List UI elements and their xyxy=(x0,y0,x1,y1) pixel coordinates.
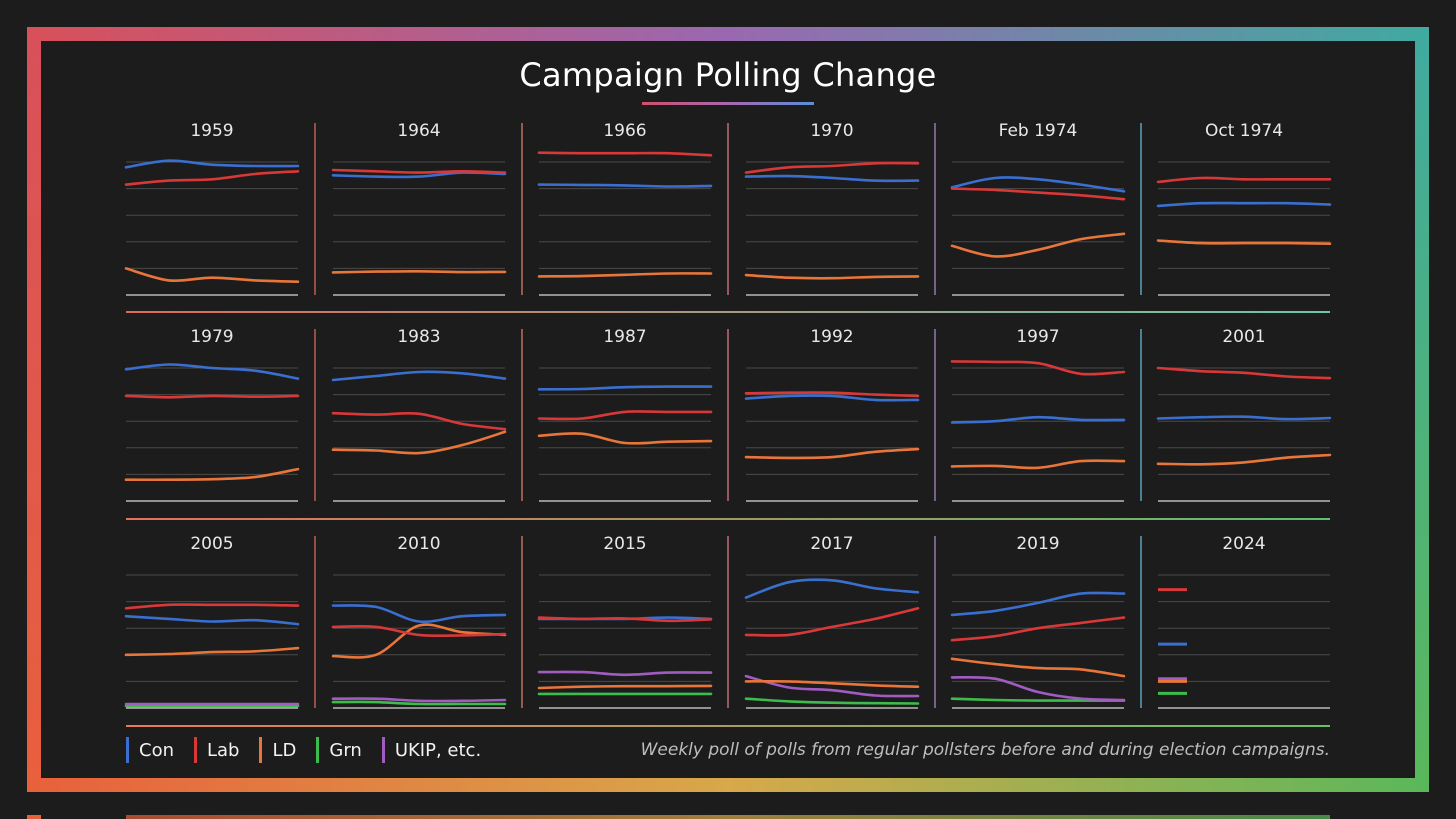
series-ukip-line xyxy=(537,670,713,677)
series-grn-line xyxy=(331,700,507,706)
series-con-line xyxy=(950,591,1126,617)
series-lab-line xyxy=(1156,366,1332,380)
series-ukip-line xyxy=(744,674,920,698)
legend-label-con: Con xyxy=(139,739,174,761)
series-ld-line xyxy=(124,467,300,482)
series-ld-line xyxy=(331,430,507,455)
series-con-line xyxy=(124,159,300,169)
series-con-line xyxy=(1156,201,1332,208)
legend-item-ukip: UKIP, etc. xyxy=(381,737,482,763)
legend-swatch-ukip xyxy=(381,737,385,763)
series-ld-line xyxy=(537,272,713,278)
series-con-line xyxy=(537,385,713,391)
panel-label: 1959 xyxy=(190,121,233,141)
series-ld-line xyxy=(124,267,300,283)
series-con-line xyxy=(537,183,713,188)
series-lab-line xyxy=(744,607,920,637)
series-lab-line xyxy=(124,394,300,399)
series-ld-line xyxy=(331,623,507,659)
series-ld-line xyxy=(744,447,920,460)
panel-label: 1979 xyxy=(190,327,233,347)
series-lab-line xyxy=(744,161,920,174)
series-ld-line xyxy=(331,269,507,274)
series-con-line xyxy=(744,578,920,599)
series-ukip-line xyxy=(331,697,507,703)
legend-item-grn: Grn xyxy=(316,737,362,763)
panel-label: 2010 xyxy=(397,534,440,554)
series-lab-line xyxy=(537,616,713,623)
legend-item-con: Con xyxy=(126,737,174,763)
panel-label: Oct 1974 xyxy=(1205,121,1283,141)
title-underline xyxy=(642,102,814,105)
series-ld-line xyxy=(124,646,300,657)
legend-label-ukip: UKIP, etc. xyxy=(394,739,482,761)
series-con-line xyxy=(950,415,1126,424)
series-lab-line xyxy=(537,410,713,421)
legend-label-grn: Grn xyxy=(329,739,362,761)
panel-label: 2001 xyxy=(1222,327,1265,347)
panel-label: 1983 xyxy=(397,327,440,347)
series-lab-line xyxy=(331,411,507,431)
series-con-line xyxy=(331,370,507,382)
legend-swatch-lab xyxy=(194,737,197,763)
panel-label: 2017 xyxy=(810,534,853,554)
legend: Con Lab LD Grn UKIP, etc. xyxy=(126,736,501,764)
panel-label: 1966 xyxy=(603,121,646,141)
panel-label: 1964 xyxy=(397,121,440,141)
footnote: Weekly poll of polls from regular pollst… xyxy=(640,740,1330,760)
series-con-line xyxy=(331,604,507,624)
series-ld-line xyxy=(537,684,713,690)
series-lab-line xyxy=(744,391,920,398)
chart-title: Campaign Polling Change xyxy=(519,56,937,94)
series-lab-line xyxy=(950,360,1126,376)
legend-item-lab: Lab xyxy=(194,737,239,763)
series-ld-line xyxy=(950,232,1126,258)
legend-label-ld: LD xyxy=(272,739,297,761)
series-lab-line xyxy=(1156,176,1332,184)
panel-label: 2019 xyxy=(1016,534,1059,554)
panel-label: 2024 xyxy=(1222,534,1265,554)
legend-swatch-grn xyxy=(316,737,320,763)
series-con-line xyxy=(124,363,300,380)
series-lab-line xyxy=(331,168,507,174)
row-separator xyxy=(126,518,1330,520)
series-ld-line xyxy=(1156,453,1332,466)
panel-label: Feb 1974 xyxy=(999,121,1078,141)
series-lab-line xyxy=(950,187,1126,201)
legend-label-lab: Lab xyxy=(207,739,240,761)
series-con-line xyxy=(1156,415,1332,421)
legend-item-ld: LD xyxy=(259,737,296,763)
row-separator xyxy=(126,725,1330,727)
series-ld-line xyxy=(744,679,920,688)
series-lab-line xyxy=(124,603,300,610)
panel-label: 1997 xyxy=(1016,327,1059,347)
panel-label: 2015 xyxy=(603,534,646,554)
panel-label: 1970 xyxy=(810,121,853,141)
series-ld-line xyxy=(1156,239,1332,245)
row-separator xyxy=(126,311,1330,313)
legend-swatch-con xyxy=(126,737,129,763)
series-ld-line xyxy=(950,459,1126,470)
panel-label: 1987 xyxy=(603,327,646,347)
panel-label: 1992 xyxy=(810,327,853,347)
series-lab-line xyxy=(124,170,300,186)
series-lab-line xyxy=(331,624,507,638)
series-con-line xyxy=(744,394,920,402)
series-ld-line xyxy=(950,657,1126,678)
series-grn-line xyxy=(744,697,920,705)
series-lab-line xyxy=(950,616,1126,642)
legend-swatch-ld xyxy=(259,737,263,763)
series-con-line xyxy=(124,614,300,626)
series-ld-line xyxy=(744,273,920,280)
series-con-line xyxy=(950,176,1126,193)
series-con-line xyxy=(744,174,920,183)
series-ukip-line xyxy=(950,675,1126,702)
panel-label: 2005 xyxy=(190,534,233,554)
series-lab-line xyxy=(537,151,713,157)
series-ld-line xyxy=(537,432,713,445)
